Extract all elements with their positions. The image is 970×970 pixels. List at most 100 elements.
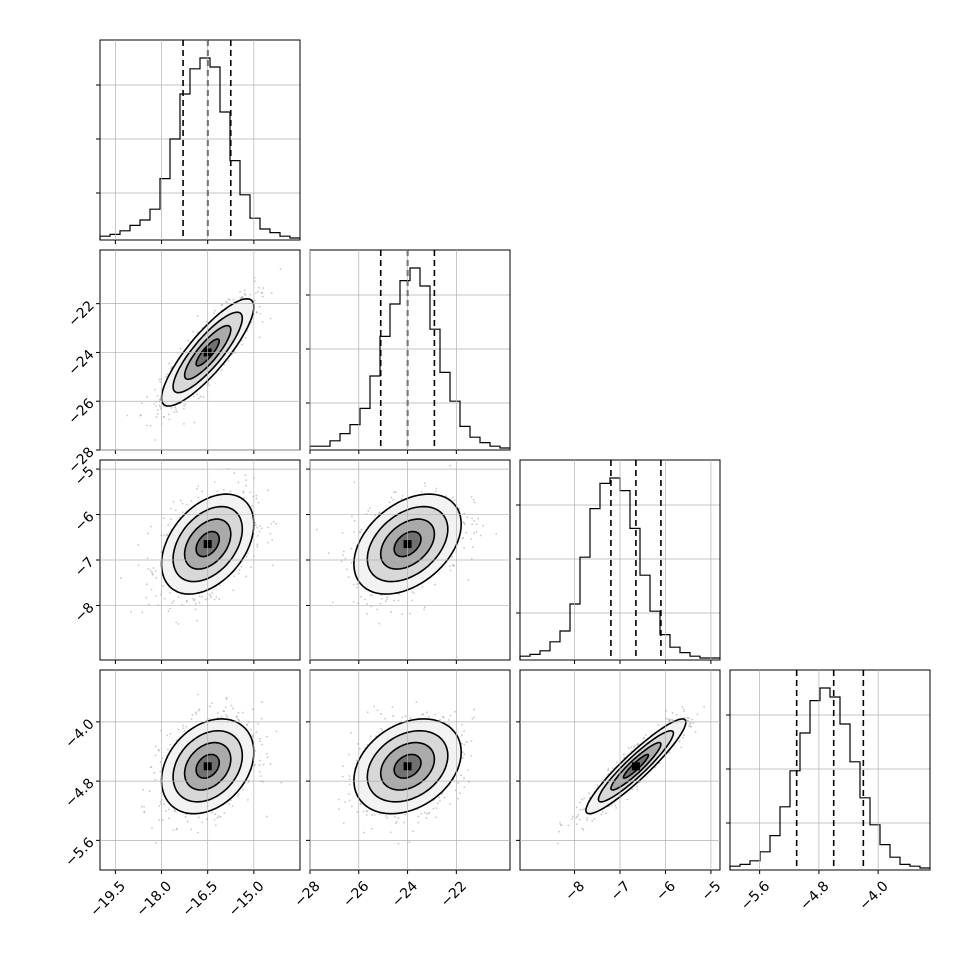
- sample-point: [195, 713, 198, 715]
- sample-point: [413, 592, 416, 595]
- sample-point: [143, 806, 145, 808]
- sample-point: [158, 398, 161, 401]
- contour-line: [172, 505, 244, 583]
- contour-line: [353, 493, 463, 595]
- sample-point: [472, 498, 475, 501]
- sample-point: [172, 829, 175, 832]
- sample-point: [627, 747, 630, 749]
- sample-point: [366, 603, 368, 605]
- sample-point: [352, 600, 355, 603]
- sample-point: [360, 595, 362, 598]
- sample-point: [243, 496, 246, 499]
- y-tick-label: −22: [65, 298, 97, 330]
- sample-point: [201, 821, 203, 824]
- sample-point: [251, 734, 254, 737]
- sample-point: [213, 312, 215, 315]
- sample-point: [220, 369, 223, 372]
- sample-point: [477, 517, 480, 520]
- scatter-panel: [309, 669, 511, 871]
- sample-point: [252, 735, 254, 738]
- sample-point: [137, 544, 140, 546]
- sample-point: [442, 716, 445, 719]
- sample-point: [249, 293, 252, 296]
- sample-point: [155, 841, 157, 844]
- sample-point: [258, 764, 261, 767]
- sample-point: [724, 684, 726, 686]
- sample-point: [226, 715, 229, 718]
- sample-point: [378, 813, 381, 815]
- sample-point: [159, 408, 162, 410]
- sample-point: [184, 815, 187, 818]
- contour-line: [366, 505, 449, 583]
- sample-point: [363, 831, 366, 834]
- sample-point: [434, 583, 437, 586]
- sample-point: [266, 541, 269, 544]
- sample-point: [259, 740, 261, 743]
- sample-point: [239, 290, 241, 293]
- histogram-panel: [516, 459, 721, 661]
- sample-point: [394, 491, 397, 493]
- sample-point: [259, 759, 261, 762]
- sample-point: [467, 769, 469, 771]
- sample-point: [345, 568, 348, 571]
- sample-point: [150, 588, 153, 591]
- sample-point: [359, 530, 361, 533]
- sample-point: [167, 413, 170, 416]
- sample-point: [347, 576, 350, 579]
- sample-point: [365, 809, 368, 812]
- sample-point: [185, 725, 188, 728]
- sample-point: [471, 523, 474, 526]
- sample-point: [421, 713, 423, 716]
- sample-point: [250, 505, 253, 508]
- sample-point: [253, 299, 256, 302]
- sample-point: [448, 723, 451, 725]
- x-tick-label: −4.8: [797, 878, 832, 913]
- sample-point: [258, 530, 261, 533]
- sample-point: [265, 752, 268, 755]
- contour-line: [393, 530, 422, 558]
- sample-point: [223, 488, 225, 491]
- sample-point: [218, 598, 221, 600]
- sample-point: [675, 713, 678, 716]
- sample-point: [197, 816, 200, 819]
- sample-point: [141, 402, 143, 405]
- sample-point: [475, 530, 478, 533]
- sample-point: [149, 766, 152, 768]
- sample-point: [266, 756, 269, 759]
- histogram-step: [519, 477, 720, 660]
- sample-point: [258, 737, 261, 740]
- sample-point: [154, 754, 157, 757]
- sample-point: [440, 793, 443, 796]
- sample-point: [181, 511, 184, 514]
- sample-point: [183, 404, 185, 407]
- sample-point: [141, 611, 144, 614]
- sample-point: [449, 464, 452, 467]
- sample-point: [348, 799, 351, 802]
- sample-point: [175, 408, 177, 411]
- sample-point: [380, 727, 383, 730]
- sample-point: [139, 414, 142, 417]
- sample-point: [420, 490, 423, 493]
- sample-point: [186, 339, 189, 342]
- sample-point: [462, 537, 465, 539]
- sample-point: [239, 297, 242, 300]
- sample-point: [348, 775, 351, 777]
- sample-point: [202, 396, 205, 398]
- sample-point: [241, 788, 244, 791]
- sample-point: [397, 599, 400, 602]
- sample-point: [261, 743, 264, 746]
- sample-point: [229, 490, 232, 493]
- sample-point: [370, 827, 373, 830]
- sample-point: [341, 775, 344, 778]
- sample-point: [348, 778, 351, 781]
- sample-point: [176, 410, 178, 413]
- sample-point: [256, 535, 259, 537]
- sample-point: [457, 782, 460, 784]
- sample-point: [213, 481, 216, 483]
- sample-point: [344, 557, 347, 560]
- sample-point: [401, 613, 404, 616]
- sample-point: [258, 286, 260, 289]
- sample-point: [267, 526, 270, 529]
- sample-point: [379, 602, 382, 605]
- sample-point: [192, 395, 195, 398]
